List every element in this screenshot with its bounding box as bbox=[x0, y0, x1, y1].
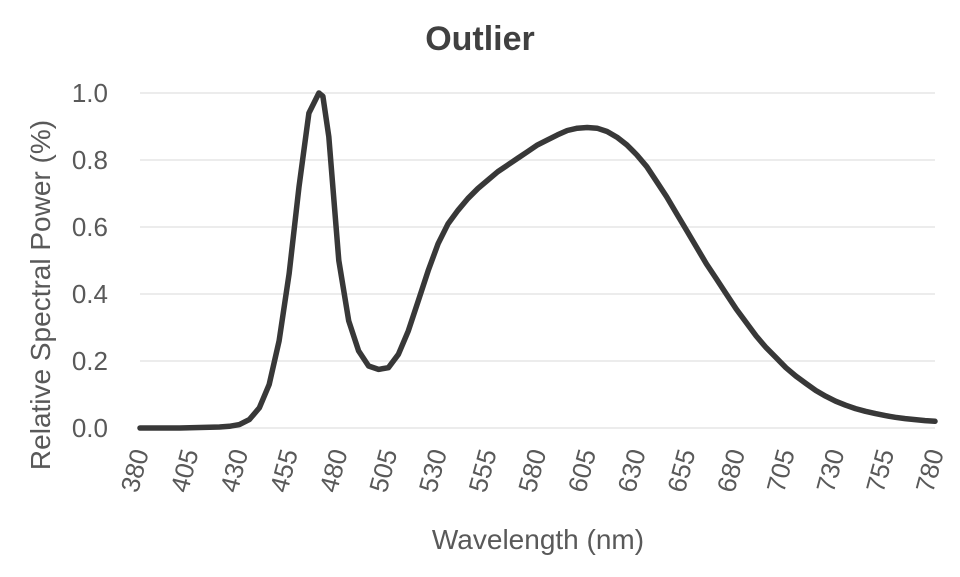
y-tick-label: 1.0 bbox=[72, 78, 108, 108]
y-tick-label: 0.0 bbox=[72, 413, 108, 443]
y-tick-label: 0.4 bbox=[72, 279, 108, 309]
x-tick-label: 580 bbox=[512, 446, 552, 496]
x-tick-label: 755 bbox=[860, 446, 900, 496]
y-tick-label: 0.8 bbox=[72, 145, 108, 175]
series-line-0 bbox=[137, 90, 938, 431]
x-tick-label: 780 bbox=[910, 446, 950, 496]
x-tick-label: 430 bbox=[214, 446, 254, 496]
y-tick-label: 0.2 bbox=[72, 346, 108, 376]
y-axis-label: Relative Spectral Power (%) bbox=[25, 120, 56, 470]
x-tick-label: 555 bbox=[462, 446, 502, 496]
x-tick-label: 730 bbox=[810, 446, 850, 496]
y-tick-labels: 0.0 0.2 0.4 0.6 0.8 1.0 bbox=[72, 78, 108, 443]
x-tick-label: 605 bbox=[562, 446, 602, 496]
x-tick-label: 380 bbox=[115, 446, 155, 496]
x-tick-label: 405 bbox=[164, 446, 204, 496]
x-tick-label: 705 bbox=[761, 446, 801, 496]
x-tick-label: 480 bbox=[313, 446, 353, 496]
x-axis-label: Wavelength (nm) bbox=[432, 524, 644, 555]
x-tick-label: 655 bbox=[661, 446, 701, 496]
x-tick-labels: 380 405 430 455 480 505 530 555 580 605 630 655 680 7… bbox=[115, 446, 950, 496]
x-tick-label: 680 bbox=[711, 446, 751, 496]
x-tick-label: 530 bbox=[413, 446, 453, 496]
x-tick-label: 455 bbox=[264, 446, 304, 496]
x-tick-label: 505 bbox=[363, 446, 403, 496]
x-tick-label: 630 bbox=[611, 446, 651, 496]
chart-title: Outlier bbox=[425, 20, 535, 58]
series-layer bbox=[137, 90, 938, 431]
y-tick-label: 0.6 bbox=[72, 212, 108, 242]
